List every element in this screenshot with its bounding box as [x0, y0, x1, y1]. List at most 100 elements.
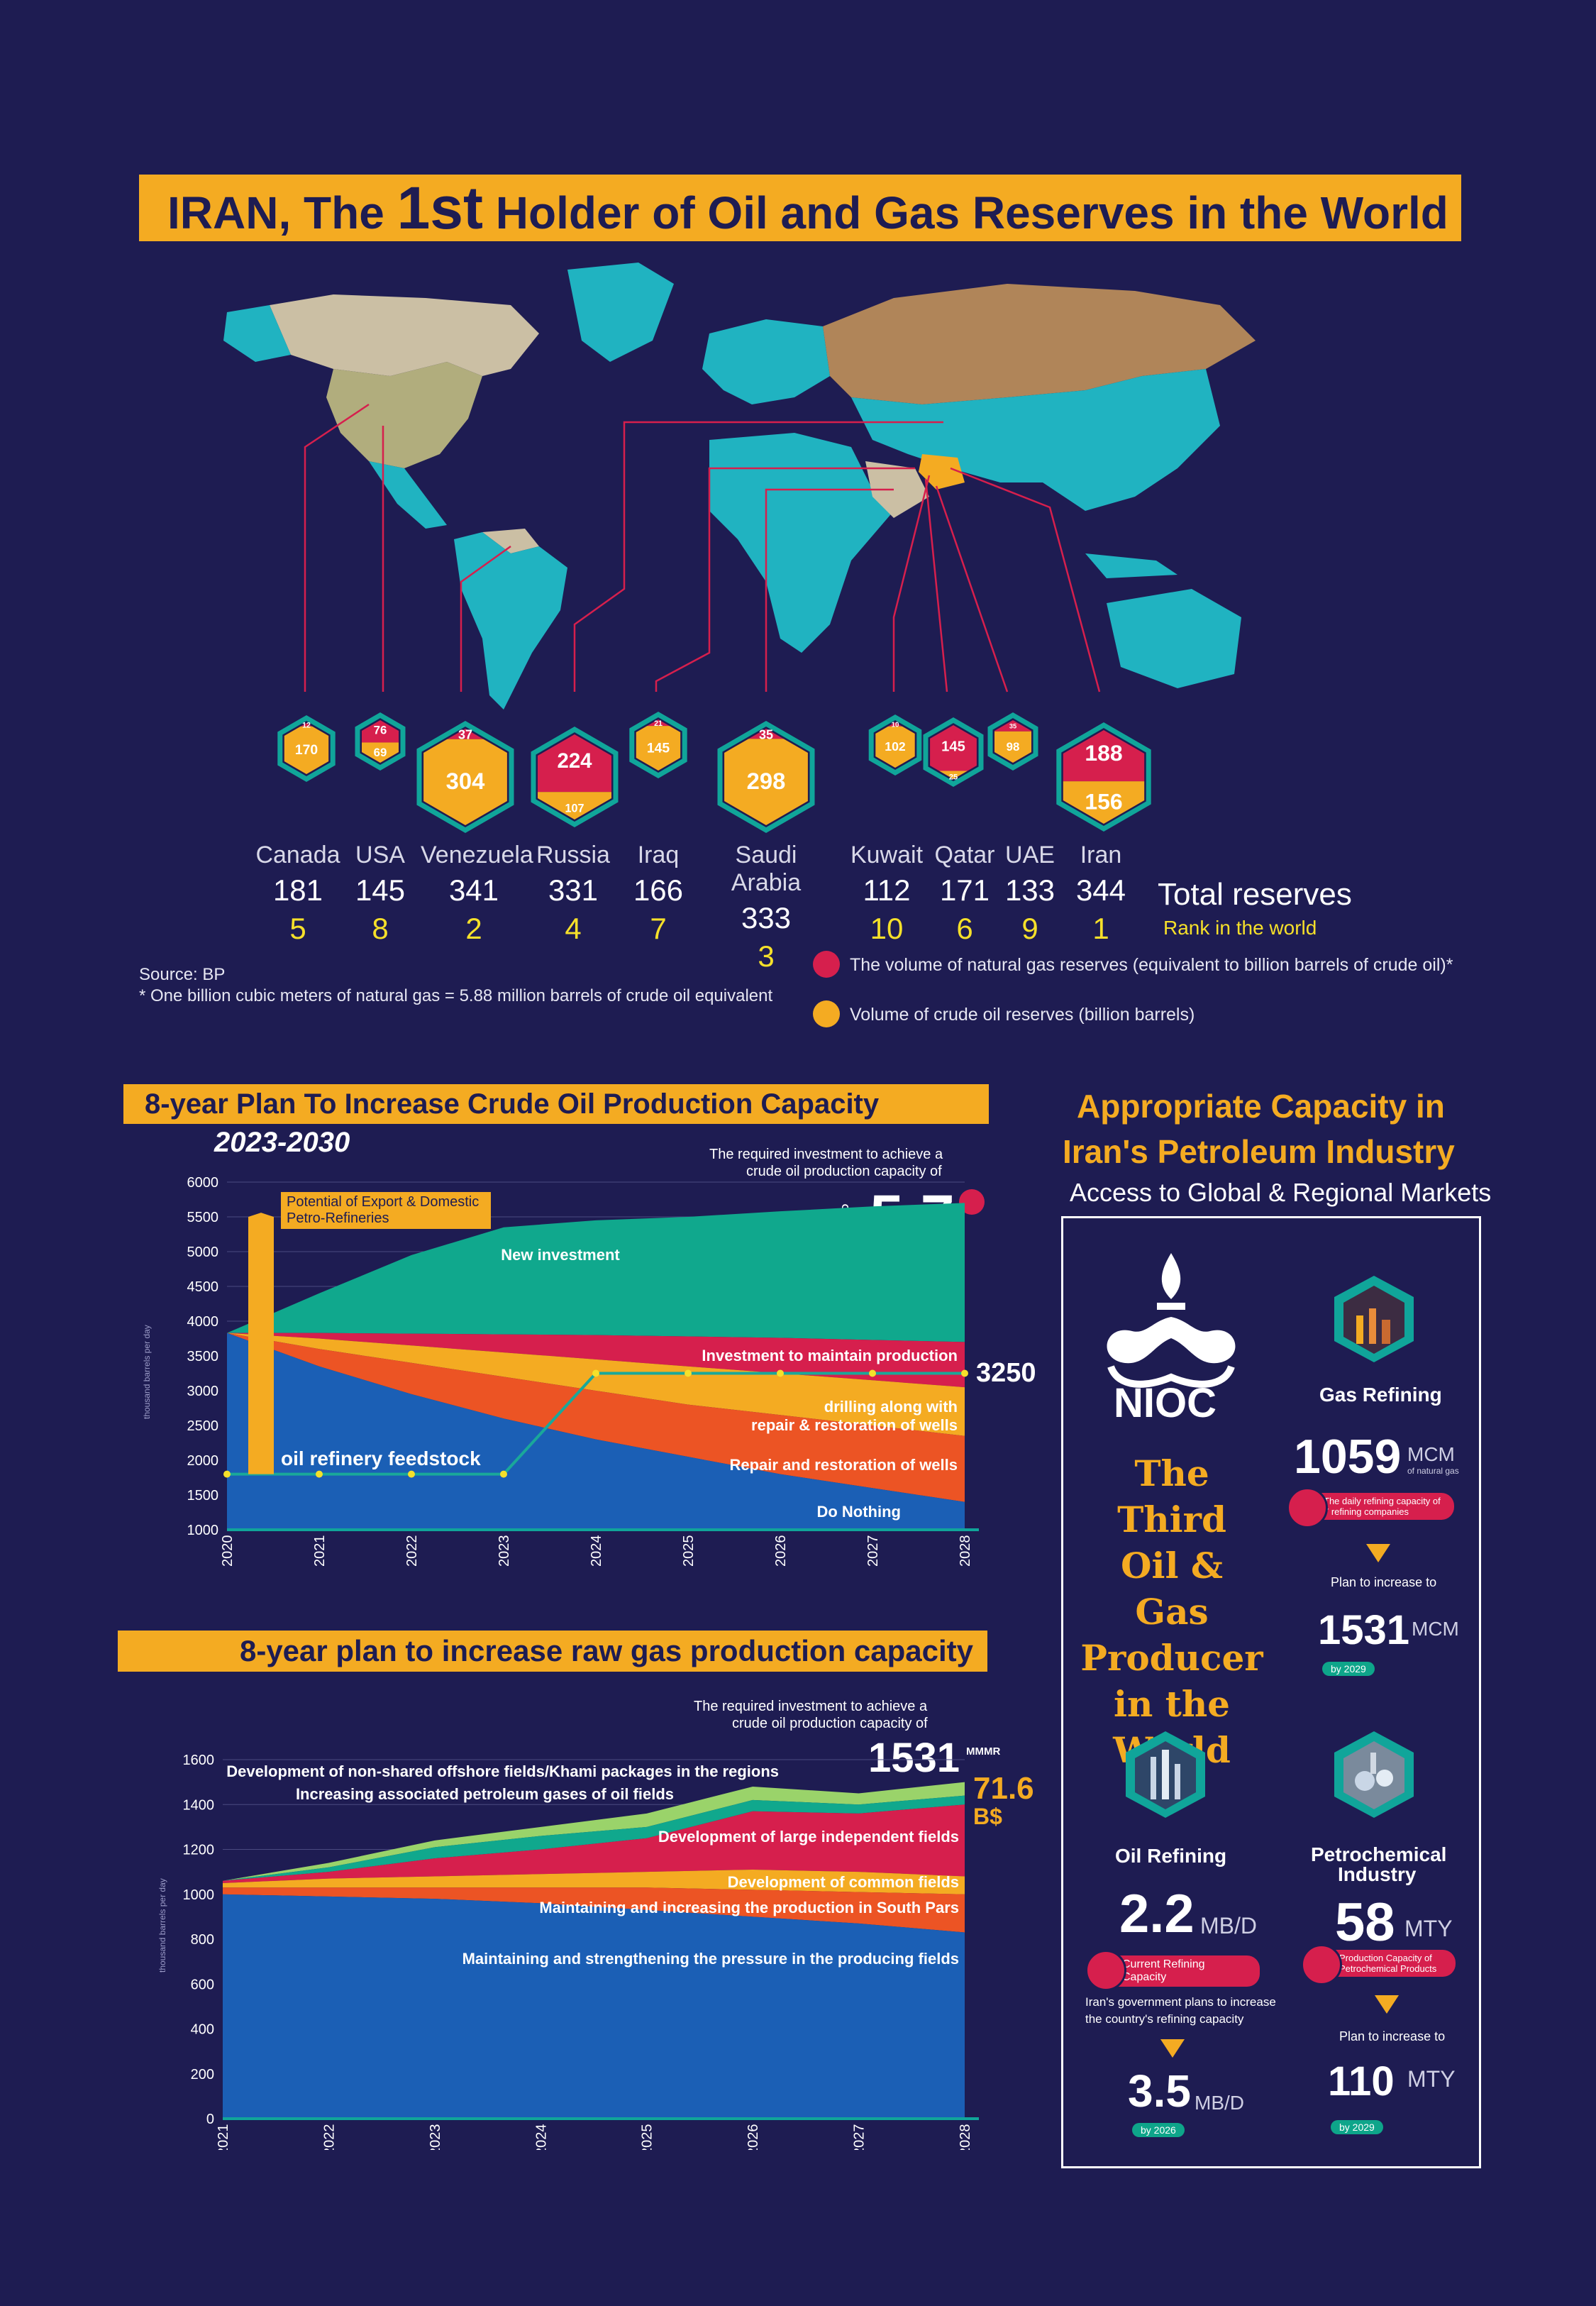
- petrochemical-title-1: Petrochemical: [1311, 1843, 1447, 1865]
- gas-refining-target-unit: MCM: [1412, 1618, 1459, 1640]
- hex-badge-kuwait: 10 102: [868, 714, 922, 776]
- country-qatar: Qatar 171 6: [911, 842, 1018, 946]
- oil-refining-arrow-icon: [1160, 2039, 1185, 2058]
- area-do-nothing: [227, 1333, 965, 1530]
- series-label: New investment: [501, 1246, 620, 1264]
- country-iran: Iran 344 1: [1048, 842, 1154, 946]
- feedstock-point: [869, 1369, 876, 1377]
- map-europe: [702, 319, 830, 404]
- y-tick-label: 4500: [187, 1279, 219, 1295]
- gas-refining-value: 1059: [1294, 1430, 1402, 1484]
- feedstock-point: [408, 1470, 415, 1478]
- oil-value-label: 69: [374, 746, 387, 759]
- country-iraq: Iraq 166 7: [605, 842, 711, 946]
- map-venezuela: [482, 529, 539, 553]
- x-tick-label: 2023: [497, 1535, 512, 1567]
- petrochemical-by: by 2029: [1331, 2120, 1383, 2134]
- oil-refining-unit: MB/D: [1200, 1913, 1257, 1938]
- total-reserves-label: Total reserves: [1158, 877, 1352, 912]
- map-usa: [326, 362, 482, 468]
- oil-plan-title: 8-year Plan To Increase Crude Oil Produc…: [123, 1084, 989, 1124]
- oil-refining-note-2: the country's refining capacity: [1085, 2012, 1244, 2026]
- country-rank: 9: [1021, 912, 1038, 945]
- country-russia: Russia 331 4: [520, 842, 626, 946]
- map-alaska: [223, 305, 291, 362]
- gas-refining-pill-icon: [1287, 1487, 1328, 1528]
- hex-badge-iraq: 21 145: [629, 711, 687, 779]
- country-venezuela: Venezuela 341 2: [421, 842, 533, 946]
- nioc-logo: [1107, 1253, 1236, 1388]
- capacity-panel: [1061, 1216, 1481, 2168]
- x-tick-label: 2026: [773, 1535, 789, 1567]
- y-tick-label: 1400: [183, 1797, 215, 1813]
- country-rank: 8: [372, 912, 389, 945]
- country-rank: 5: [289, 912, 306, 945]
- country-name: Kuwait: [850, 842, 924, 868]
- area-maintaining-and-strengthening-the-pressu: [223, 1894, 965, 2119]
- oil-value-label: 156: [1085, 789, 1122, 815]
- oil-value-label: 304: [446, 768, 485, 794]
- hex-badge-iran: 188 156: [1056, 722, 1151, 832]
- country-name: Iraq: [637, 842, 680, 868]
- series-label: Increasing associated petroleum gases of…: [296, 1785, 674, 1803]
- y-tick-label: 1600: [183, 1753, 215, 1768]
- third-producer: The Third Oil & Gas Producer in the Worl…: [1080, 1452, 1263, 1771]
- area-investment-to-maintain-production: [227, 1333, 965, 1388]
- series-label: Repair and restoration of wells: [729, 1456, 958, 1474]
- gas-value-label: 21: [654, 719, 663, 728]
- x-tick-label: 2021: [312, 1535, 328, 1567]
- country-name: Iran: [1080, 842, 1122, 868]
- map-australia: [1107, 589, 1241, 688]
- oil-refining-by: by 2026: [1132, 2123, 1185, 2137]
- export-potential-bar: [248, 1213, 274, 1474]
- area-new-investment: [227, 1203, 965, 1342]
- map-africa: [709, 433, 894, 653]
- gas-capacity-value: 1531: [868, 1735, 960, 1781]
- page-title: IRAN, The 1st Holder of Oil and Gas Rese…: [139, 175, 1461, 241]
- y-tick-label: 5500: [187, 1210, 219, 1225]
- country-name: Qatar: [934, 842, 995, 868]
- series-label: Maintaining and strengthening the pressu…: [462, 1950, 959, 1968]
- country-total: 331: [548, 873, 599, 907]
- map-asia: [851, 369, 1220, 511]
- map-south-america: [454, 532, 567, 710]
- oil-plan-note-1: The required investment to achieve a: [709, 1147, 943, 1162]
- feedstock-point: [961, 1369, 968, 1377]
- x-tick-label: 2027: [865, 1535, 881, 1567]
- gas-investment-unit: B$: [973, 1804, 1002, 1829]
- oil-refining-value: 2.2: [1119, 1884, 1195, 1944]
- country-rank: 7: [650, 912, 667, 945]
- map-mexico: [369, 461, 447, 529]
- hex-badge-uae: 35 98: [987, 712, 1038, 771]
- country-rank: 6: [956, 912, 973, 945]
- oil-share-7: [930, 771, 977, 779]
- y-tick-label: 5000: [187, 1245, 219, 1260]
- petrochemical-target: 110: [1328, 2058, 1395, 2104]
- y-tick-label: 3500: [187, 1349, 219, 1364]
- gas-production-chart: 0 200 400 600 800 1000 1200 1400 1600 2021 2022 202…: [183, 1753, 979, 2150]
- hex-badge-saudi-arabia: 35 298: [717, 720, 815, 834]
- x-tick-label: 2025: [681, 1535, 697, 1567]
- oil-refining-icon: [1126, 1731, 1205, 1818]
- x-tick-label: 2020: [220, 1535, 235, 1567]
- country-total: 145: [355, 873, 406, 907]
- map-greenland: [567, 263, 674, 362]
- gas-refining-by: by 2029: [1322, 1662, 1375, 1676]
- map-saudi: [865, 461, 929, 518]
- area-drilling-along-with-repair-restoration-o: [227, 1333, 965, 1436]
- y-tick-label: 800: [191, 1932, 214, 1948]
- rank-label: Rank in the world: [1163, 917, 1317, 939]
- y-tick-label: 2500: [187, 1418, 219, 1434]
- gas-value-label: 37: [458, 728, 472, 742]
- oil-value-label: 145: [647, 741, 670, 756]
- gas-refining-unit: MCM: [1407, 1443, 1455, 1465]
- country-total: 181: [272, 873, 323, 907]
- country-total: 112: [863, 873, 911, 907]
- petrochemical-icon: [1334, 1731, 1414, 1818]
- country-name: Russia: [536, 842, 610, 868]
- country-total: 166: [633, 873, 684, 907]
- feedstock-point: [592, 1369, 599, 1377]
- gas-legend-text: The volume of natural gas reserves (equi…: [850, 955, 1453, 975]
- country-rank: 1: [1092, 912, 1109, 945]
- x-tick-label: 2022: [404, 1535, 420, 1567]
